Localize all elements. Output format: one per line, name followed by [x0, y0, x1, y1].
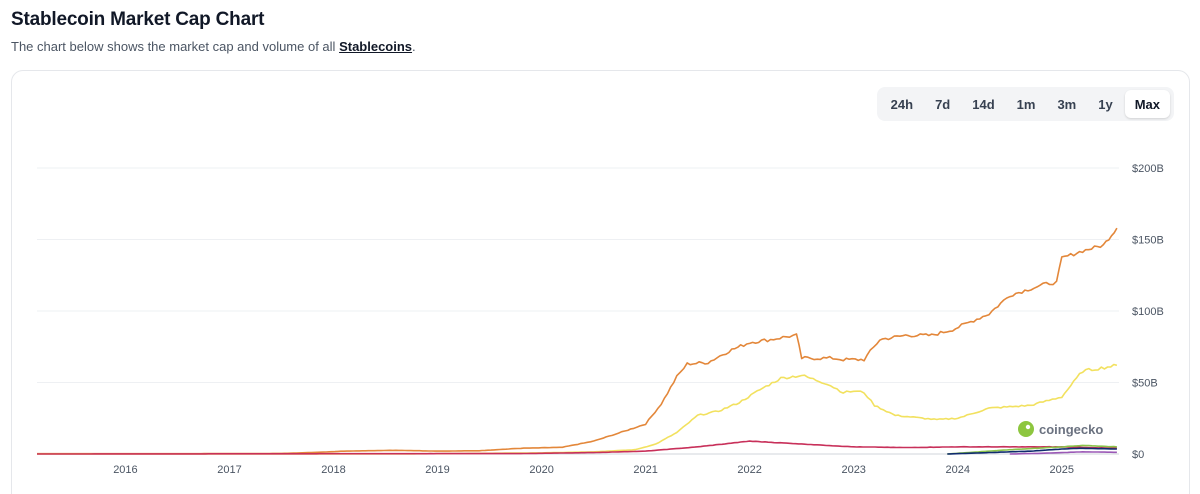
market-cap-chart[interactable]: $0$50B$100B$150B$200B 2016 2017 2018 2019 20…	[12, 71, 1191, 494]
x-tick-label: 2021	[633, 464, 657, 476]
chart-series-layer	[37, 227, 1118, 455]
x-tick-label: 2016	[113, 464, 137, 476]
y-tick-label: $200B	[1132, 163, 1164, 175]
range-button-3m[interactable]: 3m	[1047, 90, 1086, 118]
subtitle-text: The chart below shows the market cap and…	[11, 39, 340, 54]
x-tick-label: 2020	[529, 464, 553, 476]
range-button-1m[interactable]: 1m	[1007, 90, 1046, 118]
x-tick-label: 2023	[841, 464, 865, 476]
y-axis: $0 $50B $100B $150B $200B	[1132, 163, 1164, 461]
coingecko-wordmark: coingecko	[1039, 422, 1103, 437]
range-button-14d[interactable]: 14d	[962, 90, 1004, 118]
series-line-usdc[interactable]	[37, 363, 1118, 455]
x-tick-label: 2022	[737, 464, 761, 476]
chart-grid	[37, 167, 1119, 455]
series-line-usde[interactable]	[947, 444, 1117, 455]
coingecko-logo-icon	[1018, 421, 1034, 437]
x-axis: 2016 2017 2018 2019 2020 2021 2022 2023 2024 2025	[113, 464, 1074, 476]
x-tick-label: 2018	[321, 464, 345, 476]
series-line-dai[interactable]	[37, 440, 1117, 455]
page-title: Stablecoin Market Cap Chart	[11, 9, 265, 30]
coingecko-logo-eye	[1025, 424, 1031, 430]
chart-card: 24h 7d 14d 1m 3m 1y Max $0 $50B $100B $150B $200B …	[11, 70, 1190, 494]
subtitle-suffix: .	[412, 39, 416, 54]
x-tick-label: 2019	[425, 464, 449, 476]
coingecko-watermark: coingecko	[1018, 421, 1103, 437]
series-line-fdusd[interactable]	[1009, 450, 1117, 455]
stablecoins-link[interactable]: Stablecoins	[339, 39, 413, 54]
y-tick-label: $100B	[1132, 306, 1164, 318]
y-tick-label: $50B	[1132, 378, 1158, 390]
y-tick-label: $150B	[1132, 235, 1164, 247]
range-button-1y[interactable]: 1y	[1088, 90, 1122, 118]
series-line-pyusd[interactable]	[947, 447, 1117, 455]
range-button-7d[interactable]: 7d	[925, 90, 960, 118]
time-range-selector: 24h 7d 14d 1m 3m 1y Max	[876, 87, 1174, 121]
x-tick-label: 2017	[217, 464, 241, 476]
series-line-tether[interactable]	[37, 227, 1118, 455]
x-tick-label: 2025	[1050, 464, 1074, 476]
y-tick-label: $0	[1132, 449, 1144, 461]
x-tick-label: 2024	[945, 464, 969, 476]
range-button-max[interactable]: Max	[1124, 90, 1170, 118]
page-subtitle: The chart below shows the market cap and…	[11, 39, 416, 54]
range-button-24h[interactable]: 24h	[881, 90, 923, 118]
